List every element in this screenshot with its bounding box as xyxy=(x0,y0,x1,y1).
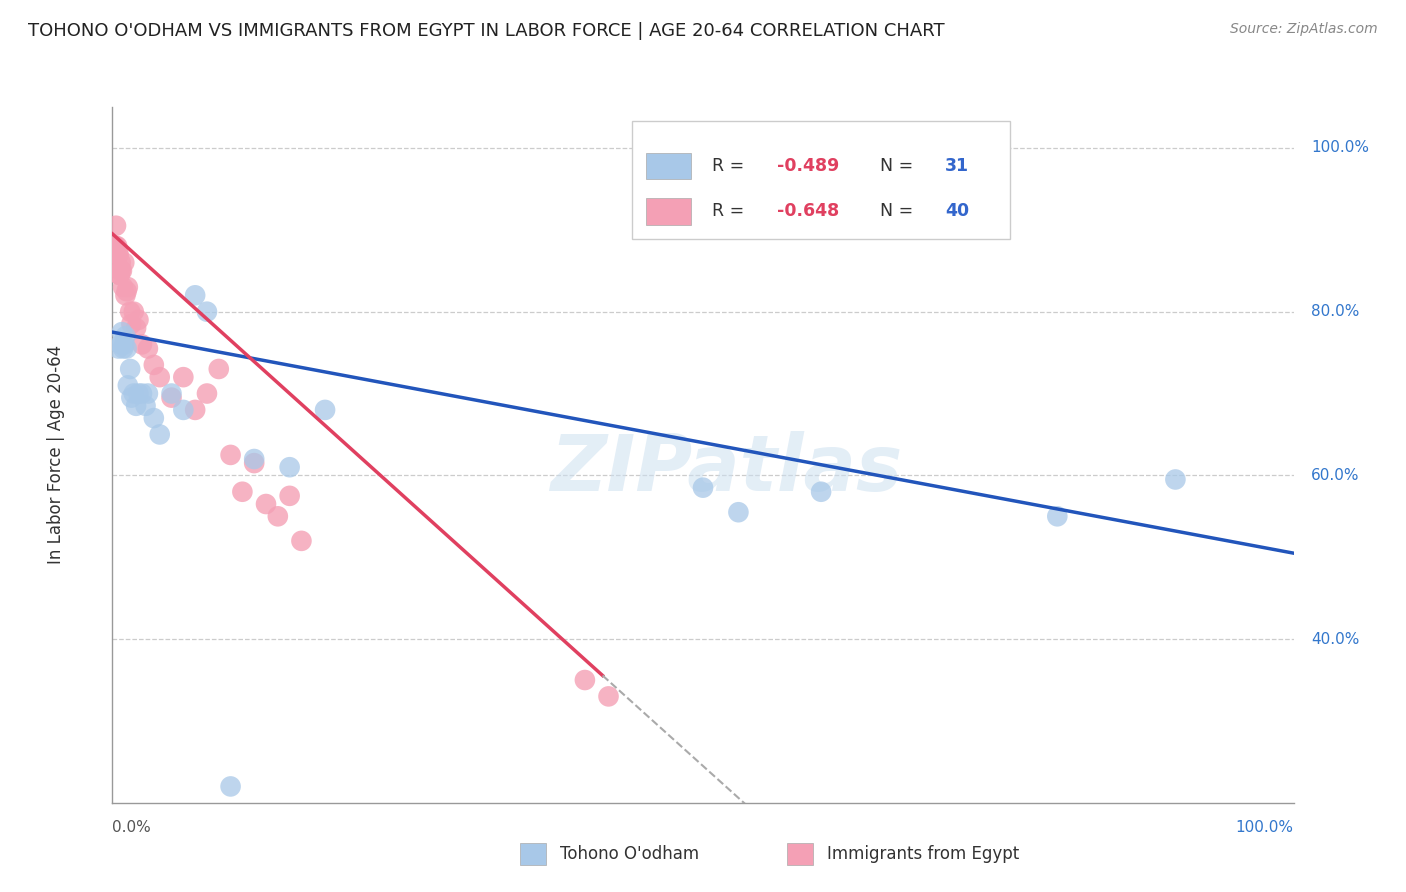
Point xyxy=(112,337,135,351)
Point xyxy=(115,284,138,298)
Point xyxy=(105,239,128,253)
Text: R =: R = xyxy=(713,202,751,220)
Text: -0.489: -0.489 xyxy=(778,157,839,175)
Point xyxy=(120,317,142,331)
Point xyxy=(278,489,301,503)
Text: 40: 40 xyxy=(945,202,969,220)
Point xyxy=(112,255,135,269)
FancyBboxPatch shape xyxy=(633,121,1010,239)
Text: 60.0%: 60.0% xyxy=(1312,468,1360,483)
Point xyxy=(195,386,218,401)
Point xyxy=(149,370,172,384)
Point xyxy=(231,484,253,499)
Text: 31: 31 xyxy=(945,157,969,175)
Point xyxy=(142,411,165,425)
Point xyxy=(135,399,157,413)
Point xyxy=(110,337,132,351)
Point xyxy=(184,403,207,417)
Point xyxy=(112,342,135,356)
Point xyxy=(120,391,142,405)
Point xyxy=(125,321,148,335)
Point xyxy=(208,362,231,376)
Point xyxy=(112,280,135,294)
Point xyxy=(195,304,218,318)
Point xyxy=(108,268,131,282)
Point xyxy=(149,427,172,442)
Point xyxy=(107,342,129,356)
Point xyxy=(117,378,139,392)
Point xyxy=(267,509,290,524)
Point xyxy=(219,448,242,462)
Point xyxy=(598,690,620,704)
Text: R =: R = xyxy=(713,157,751,175)
Text: 40.0%: 40.0% xyxy=(1312,632,1360,647)
Point xyxy=(314,403,336,417)
Point xyxy=(122,386,145,401)
Text: 100.0%: 100.0% xyxy=(1312,140,1369,155)
Point xyxy=(127,386,149,401)
Point xyxy=(243,452,266,467)
Text: Immigrants from Egypt: Immigrants from Egypt xyxy=(827,845,1019,863)
Point xyxy=(160,391,183,405)
Point xyxy=(110,264,132,278)
Point xyxy=(172,370,194,384)
Point xyxy=(131,337,153,351)
Point xyxy=(125,399,148,413)
Text: N =: N = xyxy=(880,202,920,220)
Point xyxy=(727,505,749,519)
Point xyxy=(111,325,134,339)
FancyBboxPatch shape xyxy=(647,198,692,225)
Text: TOHONO O'ODHAM VS IMMIGRANTS FROM EGYPT IN LABOR FORCE | AGE 20-64 CORRELATION C: TOHONO O'ODHAM VS IMMIGRANTS FROM EGYPT … xyxy=(28,22,945,40)
Point xyxy=(107,247,129,261)
Point xyxy=(278,460,301,475)
Point xyxy=(219,780,242,794)
Point xyxy=(114,288,136,302)
Point xyxy=(114,329,136,343)
FancyBboxPatch shape xyxy=(647,153,692,179)
Point xyxy=(172,403,194,417)
Point xyxy=(120,304,142,318)
Point xyxy=(127,313,149,327)
Point xyxy=(115,342,138,356)
Text: 0.0%: 0.0% xyxy=(112,821,152,835)
Point xyxy=(136,386,159,401)
Point xyxy=(105,260,128,274)
Point xyxy=(136,342,159,356)
Text: ZIPatlas: ZIPatlas xyxy=(551,431,903,507)
Text: 100.0%: 100.0% xyxy=(1236,821,1294,835)
Point xyxy=(110,255,132,269)
Point xyxy=(1164,473,1187,487)
Point xyxy=(692,481,714,495)
Text: -0.648: -0.648 xyxy=(778,202,839,220)
Point xyxy=(108,268,131,282)
Point xyxy=(131,386,153,401)
Point xyxy=(105,219,128,233)
Point xyxy=(574,673,596,687)
Point xyxy=(142,358,165,372)
Text: Source: ZipAtlas.com: Source: ZipAtlas.com xyxy=(1230,22,1378,37)
Point xyxy=(104,239,127,253)
Point xyxy=(117,280,139,294)
Point xyxy=(160,386,183,401)
Point xyxy=(122,304,145,318)
Point xyxy=(184,288,207,302)
Point xyxy=(290,533,312,548)
Text: N =: N = xyxy=(880,157,920,175)
Point xyxy=(105,239,128,253)
Point xyxy=(120,362,142,376)
Text: 80.0%: 80.0% xyxy=(1312,304,1360,319)
Point xyxy=(1046,509,1069,524)
Point xyxy=(810,484,832,499)
Point xyxy=(243,456,266,470)
Text: Tohono O'odham: Tohono O'odham xyxy=(560,845,699,863)
Point xyxy=(111,264,134,278)
Point xyxy=(254,497,277,511)
Text: In Labor Force | Age 20-64: In Labor Force | Age 20-64 xyxy=(46,345,65,565)
Point xyxy=(107,247,129,261)
